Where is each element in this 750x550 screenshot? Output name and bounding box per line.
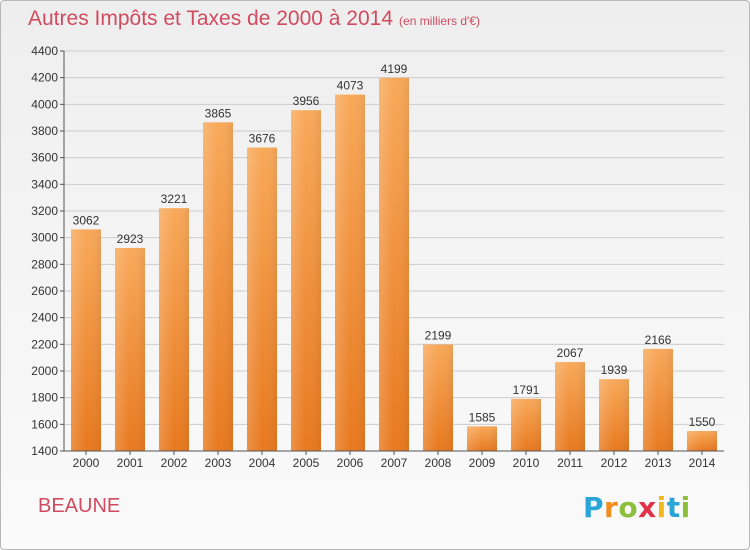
data-label: 3062 — [73, 213, 100, 227]
logo-letter: x — [638, 491, 657, 524]
bar-shine — [115, 247, 145, 451]
chart-title-text: Autres Impôts et Taxes de 2000 à 2014 — [28, 7, 394, 30]
x-tick-label: 2010 — [513, 456, 540, 470]
y-tick-label: 4400 — [31, 44, 58, 58]
x-tick-label: 2000 — [73, 456, 100, 470]
y-tick-label: 3600 — [31, 151, 58, 165]
data-label: 2199 — [425, 328, 452, 342]
logo-letter: r — [604, 491, 619, 524]
logo-letter: t — [666, 491, 681, 524]
x-tick-label: 2011 — [557, 456, 583, 470]
x-tick-label: 2001 — [117, 456, 144, 470]
bar-shine — [643, 348, 673, 451]
data-label: 3221 — [161, 192, 188, 206]
y-tick-label: 1400 — [31, 444, 58, 458]
proxiti-logo: Proxiti — [583, 491, 691, 524]
data-label: 2166 — [645, 333, 672, 347]
data-label: 1585 — [469, 410, 496, 424]
logo-letter: o — [618, 491, 639, 524]
bar-shine — [379, 77, 409, 452]
data-label: 2067 — [557, 346, 584, 360]
bar-shine — [159, 208, 189, 451]
data-label: 1791 — [513, 383, 540, 397]
logo-letter: i — [656, 491, 667, 524]
x-tick-label: 2008 — [425, 456, 452, 470]
bar-shine — [335, 94, 365, 451]
y-tick-label: 3400 — [31, 177, 58, 191]
bar-shine — [599, 379, 629, 451]
data-label: 3676 — [249, 132, 276, 146]
y-tick-label: 1600 — [31, 417, 58, 431]
data-label: 1550 — [689, 415, 716, 429]
bar-shine — [203, 122, 233, 451]
data-label: 2923 — [117, 232, 144, 246]
bar-shine — [247, 147, 277, 452]
x-tick-label: 2014 — [689, 456, 716, 470]
data-label: 3956 — [293, 94, 320, 108]
bar-shine — [687, 431, 717, 451]
y-tick-label: 1800 — [31, 391, 58, 405]
chart-title: Autres Impôts et Taxes de 2000 à 2014 (en… — [28, 7, 480, 31]
data-label: 4199 — [381, 62, 408, 76]
y-tick-label: 2400 — [31, 311, 58, 325]
y-tick-label: 2800 — [31, 257, 58, 271]
x-tick-label: 2002 — [161, 456, 188, 470]
y-tick-label: 3000 — [31, 231, 58, 245]
x-tick-label: 2012 — [601, 456, 628, 470]
logo-letter: i — [680, 491, 691, 524]
bar-shine — [467, 426, 497, 451]
x-tick-label: 2007 — [381, 456, 408, 470]
city-name: BEAUNE — [38, 495, 121, 517]
bar-shine — [511, 398, 541, 451]
y-tick-label: 3800 — [31, 124, 58, 138]
y-tick-label: 2200 — [31, 337, 58, 351]
data-label: 1939 — [601, 363, 628, 377]
bar-shine — [555, 362, 585, 451]
data-label: 4073 — [337, 79, 364, 93]
chart-subtitle: (en milliers d'€) — [399, 14, 481, 28]
x-tick-label: 2003 — [205, 456, 232, 470]
x-tick-label: 2005 — [293, 456, 320, 470]
bar-shine — [291, 110, 321, 451]
y-tick-label: 3200 — [31, 204, 58, 218]
x-tick-label: 2004 — [249, 456, 276, 470]
bar-shine — [423, 344, 453, 451]
y-tick-label: 2600 — [31, 284, 58, 298]
x-tick-label: 2009 — [469, 456, 496, 470]
y-tick-label: 2000 — [31, 364, 58, 378]
x-tick-label: 2006 — [337, 456, 364, 470]
y-tick-label: 4200 — [31, 71, 58, 85]
bar-shine — [71, 229, 101, 451]
logo-letter: P — [583, 491, 605, 524]
data-label: 3865 — [205, 106, 232, 120]
y-tick-label: 4000 — [31, 97, 58, 111]
x-tick-label: 2013 — [645, 456, 672, 470]
